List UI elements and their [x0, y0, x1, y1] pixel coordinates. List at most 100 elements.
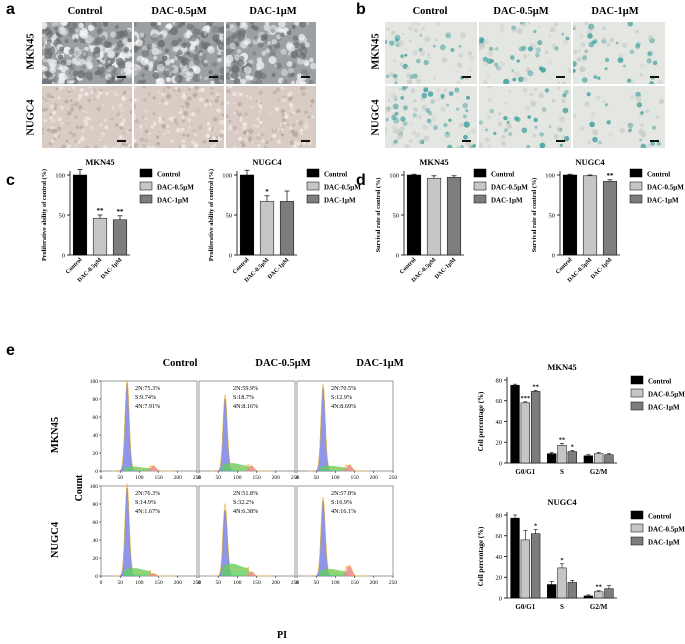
- micrograph-image: [134, 86, 224, 148]
- x-tick-label: G0/G1: [515, 468, 535, 476]
- legend-label: DAC-0.5μM: [648, 391, 685, 399]
- legend-swatch: [630, 375, 644, 385]
- x-tick-label: 50: [313, 475, 319, 481]
- phase-stat: S:12.9%: [331, 394, 352, 401]
- histogram-x-label: PI: [277, 630, 287, 641]
- y-tick-label: 50: [393, 212, 400, 219]
- micrograph-image: [42, 86, 132, 148]
- y-tick-label: 0: [499, 595, 502, 602]
- x-tick-label: 50: [215, 580, 221, 586]
- legend-label: DAC-0.5μM: [157, 184, 194, 192]
- x-tick-label: 200: [174, 475, 183, 481]
- x-tick-label: 200: [272, 580, 281, 586]
- y-tick-label: 100: [545, 172, 555, 179]
- legend-swatch: [139, 181, 153, 191]
- x-tick-label: G2/M: [590, 603, 608, 611]
- scale-bar: [209, 140, 218, 142]
- x-tick-label: 50: [313, 580, 319, 586]
- x-tick-label: S: [560, 603, 564, 611]
- legend-swatch: [473, 194, 487, 204]
- chart-title: NUGC4: [547, 497, 577, 507]
- x-tick-label: 0: [100, 580, 103, 586]
- y-axis-label: Proliferative ability of control (%): [208, 169, 215, 261]
- bar: [562, 174, 578, 256]
- x-tick-label: DAC-1μM: [434, 257, 458, 281]
- x-tick-label: 200: [174, 580, 183, 586]
- x-tick-label: 0: [100, 475, 103, 481]
- y-tick-label: 0: [499, 460, 502, 467]
- scale-bar: [301, 140, 310, 142]
- fit-curve: [112, 379, 174, 472]
- bar: [604, 588, 614, 599]
- e-col-header: Control: [163, 358, 198, 369]
- micrograph-image: [226, 22, 316, 84]
- y-tick-label: 40: [93, 433, 99, 439]
- y-tick-label: 50: [549, 212, 556, 219]
- micrograph-image: [573, 86, 665, 148]
- bar: [547, 584, 557, 599]
- legend-swatch: [306, 194, 320, 204]
- bar: [520, 539, 530, 599]
- bar: [426, 177, 442, 256]
- micrograph-image: [385, 86, 477, 148]
- legend-swatch: [630, 388, 644, 398]
- x-tick-label: 250: [291, 475, 300, 481]
- scale-bar: [209, 76, 218, 78]
- significance-mark: *: [265, 188, 269, 196]
- bar: [72, 174, 88, 256]
- bar: [547, 453, 557, 464]
- scale-bar: [556, 76, 565, 78]
- x-tick-label: Control: [232, 257, 251, 276]
- legend-swatch: [306, 181, 320, 191]
- legend-label: DAC-1μM: [648, 404, 680, 412]
- scale-bar: [556, 140, 565, 142]
- phase-stat: S:9.74%: [135, 394, 156, 401]
- legend-swatch: [139, 168, 153, 178]
- scale-bar: [462, 140, 471, 142]
- y-tick-label: 50: [59, 212, 66, 219]
- x-tick-label: 250: [389, 475, 398, 481]
- x-tick-label: 100: [233, 475, 242, 481]
- bar: [279, 201, 295, 256]
- y-axis-label: Proliferative ability of control (%): [41, 169, 48, 261]
- fit-curve: [210, 393, 272, 472]
- y-tick-label: 50: [226, 212, 233, 219]
- e-col-header: DAC-0.5μM: [255, 358, 310, 369]
- x-tick-label: 50: [117, 580, 123, 586]
- histogram-y-label: Count: [74, 474, 85, 501]
- y-tick-label: 0: [62, 252, 65, 259]
- x-tick-label: 100: [233, 580, 242, 586]
- x-tick-label: 150: [350, 580, 359, 586]
- y-axis-label: Survival rate of control (%): [375, 178, 382, 253]
- x-tick-label: 250: [193, 580, 202, 586]
- significance-mark: **: [532, 383, 539, 390]
- y-tick-label: 60: [496, 533, 503, 540]
- legend-label: DAC-0.5μM: [648, 526, 685, 534]
- legend-label: Control: [324, 171, 347, 179]
- x-tick-label: 150: [252, 475, 261, 481]
- x-tick-label: 150: [154, 580, 163, 586]
- bar: [557, 445, 567, 464]
- legend-swatch: [473, 181, 487, 191]
- phase-stat: 2N:75.3%: [135, 385, 160, 392]
- panel-label-c: c: [6, 172, 15, 189]
- micrograph-image: [226, 86, 316, 148]
- chart-title: NUGC4: [575, 157, 605, 167]
- y-tick-label: 20: [496, 440, 503, 447]
- phase-stat: S:32.2%: [233, 499, 254, 506]
- x-tick-label: 0: [296, 580, 299, 586]
- significance-mark: *: [534, 523, 537, 530]
- bar: [567, 582, 577, 599]
- bar: [530, 391, 541, 464]
- y-tick-label: 20: [93, 451, 99, 457]
- bar: [557, 567, 567, 599]
- x-tick-label: 100: [135, 580, 144, 586]
- a-col-header: DAC-1μM: [249, 6, 297, 17]
- e-row-label: MKN45: [50, 417, 61, 453]
- micrograph-image: [134, 22, 224, 84]
- legend-swatch: [630, 510, 644, 520]
- legend-label: Control: [648, 378, 671, 386]
- legend-label: Control: [648, 513, 671, 521]
- significance-mark: **: [607, 172, 615, 180]
- x-tick-label: 50: [117, 475, 123, 481]
